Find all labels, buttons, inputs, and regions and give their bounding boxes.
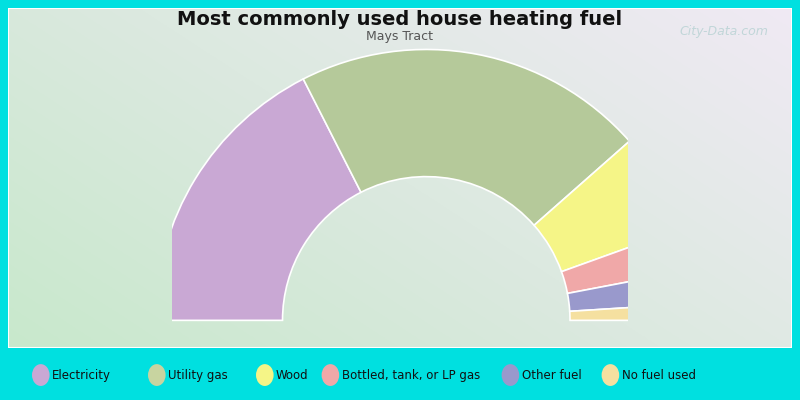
Wedge shape (570, 303, 697, 320)
Wedge shape (534, 141, 681, 272)
Text: Utility gas: Utility gas (168, 368, 228, 382)
Text: Bottled, tank, or LP gas: Bottled, tank, or LP gas (342, 368, 480, 382)
Wedge shape (562, 228, 692, 294)
Text: Other fuel: Other fuel (522, 368, 582, 382)
Ellipse shape (148, 364, 166, 386)
Text: Electricity: Electricity (52, 368, 111, 382)
Text: Wood: Wood (276, 368, 309, 382)
Ellipse shape (602, 364, 619, 386)
Ellipse shape (322, 364, 339, 386)
Wedge shape (567, 270, 697, 311)
Text: No fuel used: No fuel used (622, 368, 696, 382)
Text: City-Data.com: City-Data.com (680, 25, 769, 38)
Text: Most commonly used house heating fuel: Most commonly used house heating fuel (178, 10, 622, 29)
Ellipse shape (256, 364, 274, 386)
Ellipse shape (502, 364, 519, 386)
Wedge shape (155, 79, 361, 320)
Text: Mays Tract: Mays Tract (366, 30, 434, 43)
Ellipse shape (32, 364, 50, 386)
Wedge shape (303, 50, 630, 225)
